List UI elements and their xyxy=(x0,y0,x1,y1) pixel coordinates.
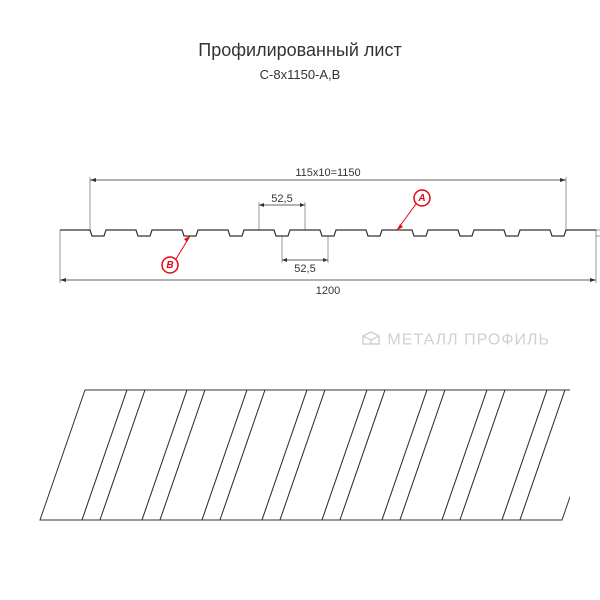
svg-text:115х10=1150: 115х10=1150 xyxy=(295,167,360,179)
page-subtitle: С-8х1150-А,В xyxy=(0,67,600,82)
page-title: Профилированный лист xyxy=(0,0,600,61)
profile-diagram: 115х10=115052,552,512008AB xyxy=(0,160,600,320)
perspective-view xyxy=(30,380,570,560)
svg-text:1200: 1200 xyxy=(316,285,340,297)
svg-text:52,5: 52,5 xyxy=(271,193,292,205)
svg-text:A: A xyxy=(417,193,425,204)
svg-text:52,5: 52,5 xyxy=(294,263,315,275)
svg-text:B: B xyxy=(166,260,173,271)
watermark: МЕТАЛЛ ПРОФИЛЬ xyxy=(361,330,550,351)
watermark-icon xyxy=(361,330,381,351)
watermark-text: МЕТАЛЛ ПРОФИЛЬ xyxy=(387,332,550,349)
